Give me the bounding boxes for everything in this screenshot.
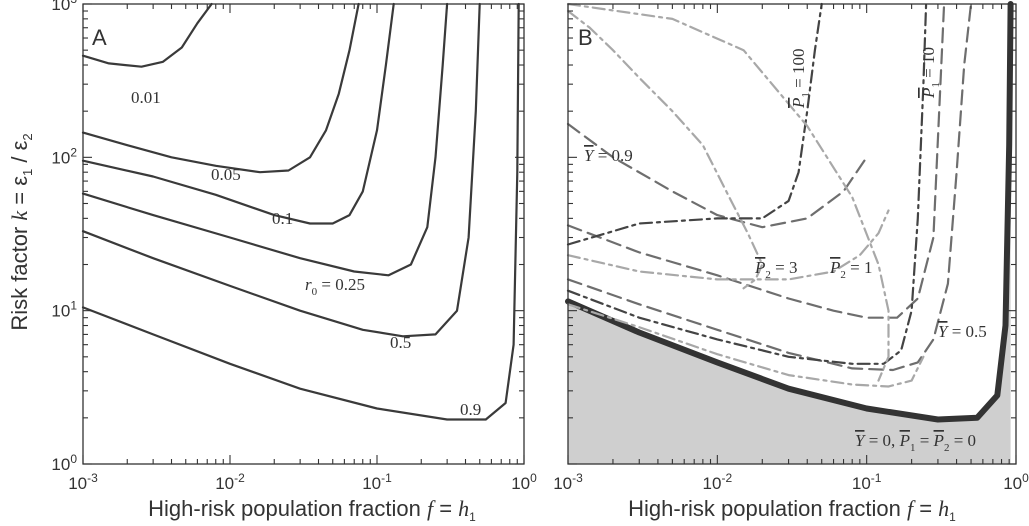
panel-a-label: A (92, 25, 107, 50)
panel-b-curves (565, 1, 1014, 423)
label-p1-10: P1 = 10 (919, 47, 942, 99)
y-axis-title: Risk factor k = ε1 / ε2 (7, 133, 35, 330)
x-axis-title-a: High-risk population fraction f = h1 (148, 496, 476, 524)
panel-b: 10-3 10-2 10-1 100 B Y = 0.9 P1 = 100 P1 = … (553, 1, 1029, 524)
series-line-b-3 (566, 2, 973, 372)
panel-a-curves (81, 2, 520, 421)
label-zero-boundary: Y = 0, P1 = P2 = 0 (855, 431, 976, 454)
series-line-a-1 (81, 2, 360, 174)
contour-label-r0: r0 = 0.25 (305, 275, 365, 298)
label-p2-3: P2 = 3 (754, 258, 797, 281)
series-line-a-2 (81, 2, 395, 225)
x-tick-label-a-2: 10-1 (362, 471, 392, 493)
contour-label-05: 0.5 (390, 333, 411, 352)
panel-a: 10-310-210-1100100101102103 A 0.01 0.05 … (7, 0, 537, 524)
panel-b-label: B (578, 25, 593, 50)
y-tick-label-3: 103 (51, 0, 77, 14)
series-line-b-1 (566, 122, 868, 229)
x-tick-label-b-1: 10-2 (703, 471, 733, 493)
y-tick-label-2: 102 (51, 145, 77, 167)
x-tick-label-a-1: 10-2 (215, 471, 245, 493)
series-line-a-3 (81, 2, 449, 277)
contour-label-01: 0.1 (272, 209, 293, 228)
series-line-b-5 (566, 2, 928, 365)
contour-label-09: 0.9 (460, 400, 481, 419)
series-line-b-8 (566, 2, 890, 382)
label-y-0-5: Y = 0.5 (938, 322, 987, 341)
panel-b-frame (567, 3, 1017, 465)
series-line-b-9 (566, 303, 925, 388)
label-p1-100: P1 = 100 (789, 49, 812, 109)
series-line-b-0 (565, 1, 1014, 423)
x-tick-label-b-0: 10-3 (553, 471, 583, 493)
x-tick-label-a-0: 10-3 (68, 471, 98, 493)
label-y-0-9: Y = 0.9 (584, 146, 633, 165)
x-tick-label-a-3: 100 (511, 471, 537, 493)
series-line-a-0 (81, 2, 213, 68)
series-line-b-6 (566, 9, 764, 290)
x-tick-label-b-3: 100 (1003, 471, 1029, 493)
x-tick-label-b-2: 10-1 (852, 471, 882, 493)
y-tick-label-1: 101 (51, 299, 77, 321)
series-line-b-7 (566, 209, 890, 281)
panel-b-ticks: 10-3 10-2 10-1 100 (553, 3, 1029, 493)
x-axis-title-b: High-risk population fraction f = h1 (628, 496, 956, 524)
label-p2-1: P2 = 1 (829, 258, 872, 281)
panel-a-ticks: 10-3 10-2 10-1 100 100 101 102 103 (51, 0, 537, 493)
contour-label-001: 0.01 (131, 88, 161, 107)
series-line-b-2 (566, 2, 946, 319)
series-line-a-4 (81, 2, 481, 338)
contour-label-005: 0.05 (211, 165, 241, 184)
panel-a-frame (82, 3, 525, 465)
series-line-b-4 (566, 2, 823, 246)
series-line-a-5 (81, 2, 520, 421)
y-tick-label-0: 100 (51, 452, 77, 474)
